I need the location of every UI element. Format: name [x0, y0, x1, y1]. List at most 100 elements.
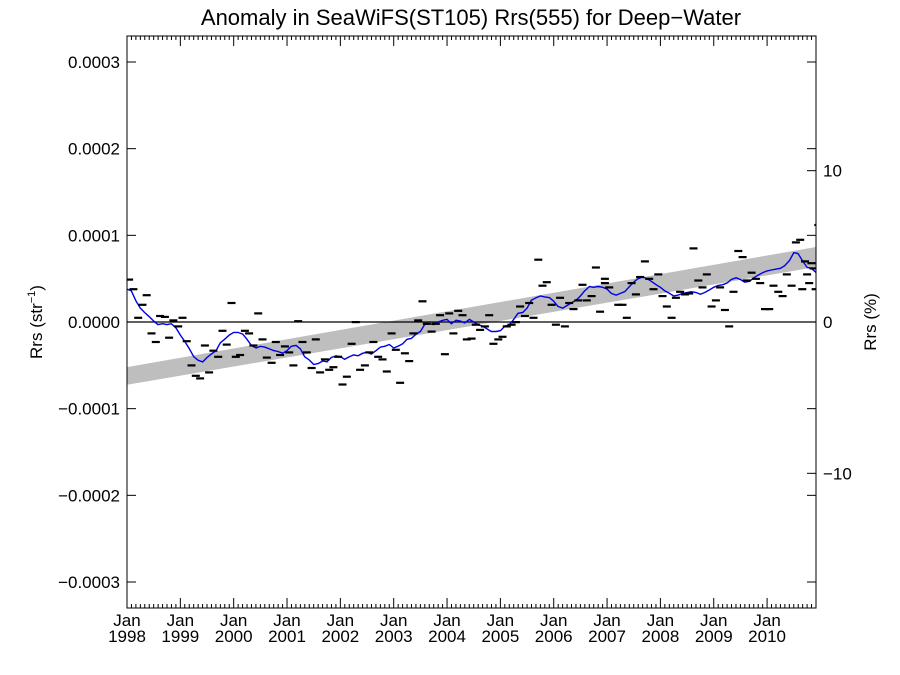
monthly-point — [267, 361, 276, 364]
y-axis-label: Rrs (str−1) — [26, 285, 46, 359]
monthly-point — [769, 284, 778, 287]
monthly-point — [716, 286, 725, 289]
monthly-point — [285, 351, 294, 354]
monthly-point — [378, 358, 387, 361]
monthly-point — [316, 371, 325, 374]
y-tick-label: −0.0001 — [58, 400, 120, 419]
x-tick-month-label: Jan — [433, 611, 460, 630]
monthly-point — [618, 303, 627, 306]
monthly-point — [156, 314, 165, 318]
monthly-point — [289, 364, 298, 367]
y-axis-label-main: Rrs (str — [27, 303, 46, 359]
monthly-point — [556, 296, 565, 299]
monthly-point — [765, 308, 774, 311]
x-tick-year-label: 2003 — [375, 627, 413, 646]
monthly-point — [405, 360, 414, 363]
monthly-point — [720, 308, 729, 312]
monthly-point — [645, 277, 654, 280]
monthly-point — [662, 305, 671, 308]
monthly-point — [240, 329, 249, 332]
monthly-point — [280, 345, 289, 348]
x-tick-year-label: 2009 — [695, 627, 733, 646]
trend-band-layer — [127, 247, 816, 385]
monthly-point — [249, 344, 258, 347]
monthly-point — [680, 293, 689, 296]
monthly-point — [187, 364, 196, 367]
monthly-point — [734, 249, 743, 253]
monthly-point — [276, 353, 285, 357]
monthly-point — [796, 238, 805, 241]
monthly-point — [245, 332, 254, 335]
monthly-point — [676, 290, 685, 293]
monthly-point — [174, 325, 183, 328]
monthly-point — [454, 309, 463, 312]
monthly-point — [169, 319, 178, 322]
x-tick-month-label: Jan — [167, 611, 194, 630]
monthly-point — [605, 286, 614, 289]
monthly-point — [489, 342, 498, 345]
monthly-point — [127, 278, 134, 281]
monthly-point — [560, 325, 569, 328]
x-tick-year-label: 2000 — [215, 627, 253, 646]
monthly-point — [356, 368, 365, 371]
monthly-point — [542, 281, 551, 284]
monthly-point — [191, 374, 200, 377]
monthly-point — [365, 351, 374, 354]
monthly-point — [254, 312, 263, 315]
monthly-point — [271, 340, 280, 344]
monthly-point — [596, 310, 605, 313]
monthly-point — [738, 256, 747, 259]
monthly-point — [342, 375, 351, 378]
x-tick-month-label: Jan — [487, 611, 514, 630]
monthly-point — [178, 316, 187, 319]
x-tick-year-label: 1999 — [161, 627, 199, 646]
monthly-point — [147, 332, 156, 335]
x-tick-month-label: Jan — [220, 611, 247, 630]
monthly-point — [640, 260, 649, 263]
monthly-point — [134, 316, 143, 319]
monthly-point — [165, 336, 174, 339]
monthly-point — [396, 381, 405, 384]
monthly-point — [774, 290, 783, 293]
monthly-point — [551, 323, 560, 326]
monthly-point — [649, 288, 658, 291]
monthly-point — [600, 282, 609, 285]
monthly-point — [418, 300, 427, 303]
y-axis-label-superscript: −1 — [26, 291, 38, 304]
monthly-point — [787, 284, 796, 287]
monthly-point — [698, 286, 707, 289]
monthly-point — [449, 332, 458, 335]
y-tick-label: 0.0001 — [68, 226, 120, 245]
x-tick-year-label: 2006 — [535, 627, 573, 646]
monthly-point — [803, 273, 812, 276]
monthly-point — [507, 323, 516, 326]
monthly-point — [654, 273, 663, 276]
monthly-point — [160, 315, 169, 318]
monthly-point — [382, 370, 391, 373]
monthly-point — [307, 366, 316, 370]
monthly-point — [502, 325, 511, 328]
monthly-point — [351, 321, 360, 324]
monthly-point — [258, 338, 267, 341]
monthly-point — [325, 368, 334, 371]
x-tick-month-label: Jan — [647, 611, 674, 630]
y-tick-label: 0.0002 — [68, 140, 120, 159]
monthly-point — [222, 343, 231, 346]
monthly-point — [205, 371, 214, 374]
monthly-point — [129, 288, 138, 291]
monthly-points-layer — [127, 223, 816, 386]
monthly-point — [778, 295, 787, 298]
monthly-point — [516, 305, 525, 308]
monthly-point — [436, 314, 445, 317]
monthly-point — [445, 312, 454, 315]
monthly-point — [591, 266, 600, 269]
monthly-point — [600, 277, 609, 280]
monthly-point — [807, 262, 816, 265]
monthly-point — [694, 279, 703, 282]
monthly-point — [227, 301, 236, 305]
monthly-point — [534, 258, 543, 261]
monthly-point — [671, 296, 680, 299]
x-tick-month-label: Jan — [113, 611, 140, 630]
monthly-point — [311, 338, 320, 341]
monthly-point — [391, 348, 400, 351]
